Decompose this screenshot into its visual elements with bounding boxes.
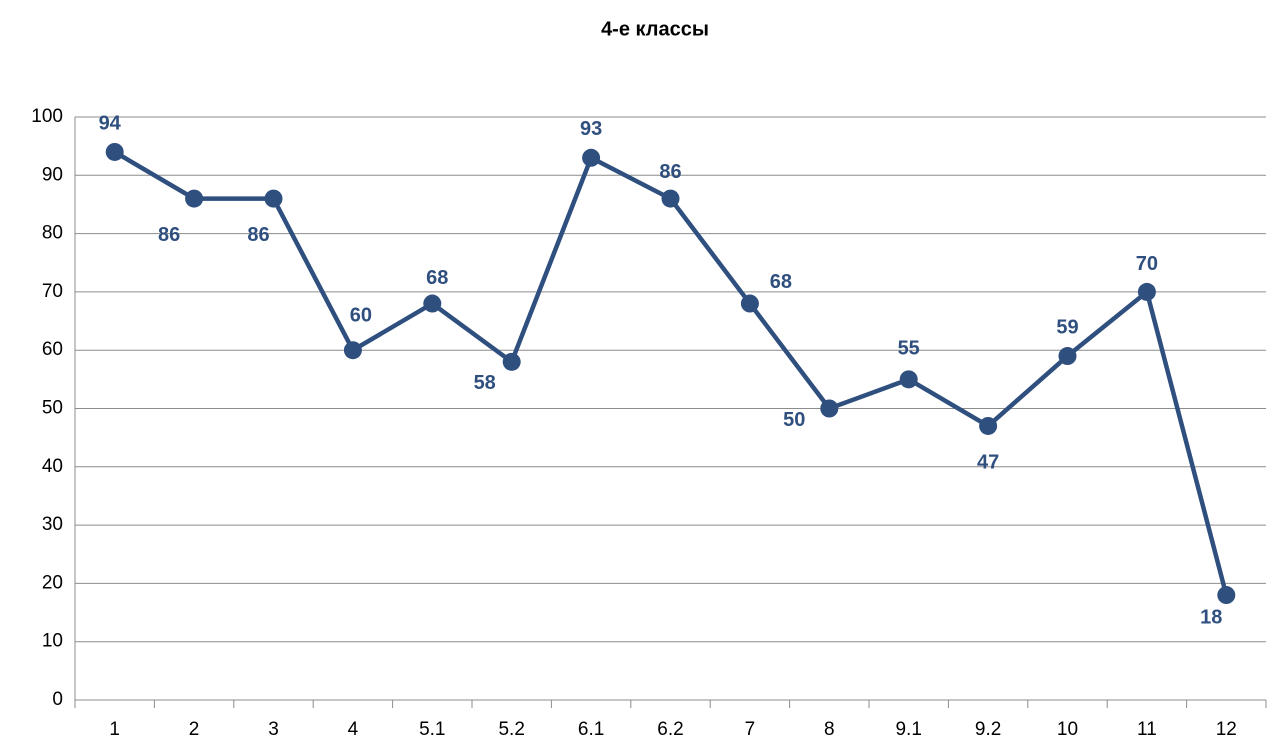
point xyxy=(740,294,759,313)
data-label: 68 xyxy=(426,267,448,289)
x-tick-label: 2 xyxy=(189,719,200,740)
y-tick-label: 50 xyxy=(42,398,63,419)
x-tick-label: 10 xyxy=(1057,719,1078,740)
y-tick-label: 10 xyxy=(42,631,63,652)
data-label: 60 xyxy=(350,304,372,326)
x-tick-label: 3 xyxy=(268,719,279,740)
y-tick-label: 60 xyxy=(42,339,63,360)
data-label: 94 xyxy=(99,112,122,134)
point xyxy=(582,148,601,167)
data-label: 93 xyxy=(580,118,602,140)
point xyxy=(820,399,839,418)
y-tick-label: 80 xyxy=(42,223,63,244)
x-tick-label: 9.1 xyxy=(895,719,921,740)
data-label: 86 xyxy=(659,161,681,183)
data-label: 59 xyxy=(1056,316,1078,338)
data-label: 68 xyxy=(770,271,792,293)
y-tick-label: 70 xyxy=(42,281,63,302)
point xyxy=(343,341,362,360)
point xyxy=(1217,586,1236,605)
y-tick-label: 90 xyxy=(42,164,63,185)
point xyxy=(1058,347,1077,366)
y-tick-label: 20 xyxy=(42,572,63,593)
data-label: 18 xyxy=(1200,606,1222,628)
x-tick-label: 5.1 xyxy=(419,719,445,740)
point xyxy=(661,189,680,208)
y-tick-label: 0 xyxy=(52,689,63,710)
x-tick-label: 5.2 xyxy=(498,719,524,740)
x-tick-label: 6.2 xyxy=(657,719,683,740)
point xyxy=(185,189,204,208)
y-tick-label: 30 xyxy=(42,514,63,535)
data-label: 50 xyxy=(783,409,805,431)
x-tick-label: 12 xyxy=(1216,719,1237,740)
point xyxy=(502,352,521,371)
point xyxy=(264,189,283,208)
y-tick-label: 100 xyxy=(31,106,63,127)
x-tick-label: 6.1 xyxy=(578,719,604,740)
data-label: 86 xyxy=(247,224,269,246)
x-tick-label: 7 xyxy=(745,719,756,740)
data-label: 86 xyxy=(158,224,180,246)
data-label: 58 xyxy=(474,372,496,394)
y-tick-label: 40 xyxy=(42,456,63,477)
line xyxy=(113,150,1229,596)
point xyxy=(899,370,918,389)
chart-title: 4-е классы xyxy=(601,18,709,40)
x-tick-label: 1 xyxy=(109,719,120,740)
data-label: 47 xyxy=(977,451,999,473)
data-label: 70 xyxy=(1136,253,1158,275)
x-tick-label: 9.2 xyxy=(975,719,1001,740)
point xyxy=(105,142,124,161)
data-label: 55 xyxy=(898,338,920,360)
x-tick-label: 4 xyxy=(348,719,359,740)
point xyxy=(1137,282,1156,301)
x-tick-label: 11 xyxy=(1137,719,1157,740)
x-tick-label: 8 xyxy=(824,719,835,740)
point xyxy=(423,294,442,313)
point xyxy=(979,416,998,435)
